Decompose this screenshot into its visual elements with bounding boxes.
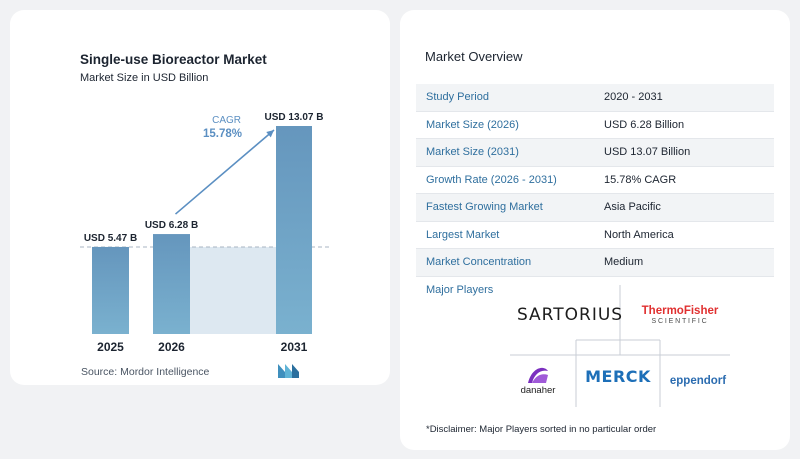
row-key: Largest Market [416,221,594,249]
table-row: Fastest Growing Market Asia Pacific [416,193,774,222]
mordor-logo-icon [278,364,299,378]
row-value: USD 13.07 Billion [594,138,774,167]
thermofisher-logo-subtext: SCIENTIFIC [651,318,709,325]
row-key: Fastest Growing Market [416,193,594,222]
data-label-2025: USD 5.47 B [84,233,137,244]
cagr-label: CAGR [212,115,241,126]
row-key: Study Period [416,84,594,112]
eppendorf-logo: eppendorf [664,368,732,394]
x-tick-2026: 2026 [158,340,185,354]
baseline-band [190,246,276,334]
source-text: Source: Mordor Intelligence [81,366,210,378]
row-value: North America [594,221,774,249]
table-row: Study Period 2020 - 2031 [416,84,774,112]
row-value: Asia Pacific [594,193,774,222]
table-row: Growth Rate (2026 - 2031) 15.78% CAGR [416,166,774,194]
merck-logo-text: MERCK [585,366,651,386]
disclaimer-text: *Disclaimer: Major Players sorted in no … [426,424,657,435]
cagr-arrow-line [174,129,275,215]
row-key: Market Concentration [416,248,594,277]
table-row: Market Size (2031) USD 13.07 Billion [416,138,774,167]
bar-2025 [92,246,129,334]
thermofisher-logo: ThermoFisher SCIENTIFIC [638,302,722,330]
table-row: Market Size (2026) USD 6.28 Billion [416,111,774,139]
bar-2026 [153,234,190,334]
chart-title: Single-use Bioreactor Market [80,52,267,67]
chart-subtitle: Market Size in USD Billion [80,72,209,84]
bar-2031 [276,126,312,334]
sartorius-logo-text: SARTORIUS [516,305,624,325]
table-row: Market Concentration Medium [416,248,774,277]
danaher-logo-icon [528,367,548,383]
row-key: Growth Rate (2026 - 2031) [416,166,594,194]
major-players-label: Major Players [426,284,494,296]
row-value: USD 6.28 Billion [594,111,774,139]
thermofisher-logo-text: ThermoFisher [641,305,719,317]
row-key: Market Size (2031) [416,138,594,167]
cagr-arrow-head [266,130,274,138]
bar-chart: USD 5.47 B 2025 USD 6.28 B 2026 USD 13.07 B 2… [80,112,330,354]
overview-table: Study Period 2020 - 2031 Market Size (202… [416,84,774,277]
eppendorf-logo-text: eppendorf [669,375,727,387]
danaher-logo: danaher [505,362,571,398]
danaher-logo-text: danaher [520,384,556,396]
x-tick-2031: 2031 [281,340,308,354]
row-key: Market Size (2026) [416,111,594,139]
row-value: 2020 - 2031 [594,84,774,112]
sartorius-logo: SARTORIUS [516,300,624,330]
x-tick-2025: 2025 [97,340,124,354]
row-value: 15.78% CAGR [594,166,774,194]
cagr-value: 15.78% [203,128,242,140]
merck-logo: MERCK [578,362,658,390]
logo-grid [510,285,730,407]
overview-title: Market Overview [425,49,523,64]
table-row: Largest Market North America [416,221,774,249]
data-label-2026: USD 6.28 B [145,220,198,231]
data-label-2031: USD 13.07 B [265,112,324,123]
row-value: Medium [594,248,774,277]
